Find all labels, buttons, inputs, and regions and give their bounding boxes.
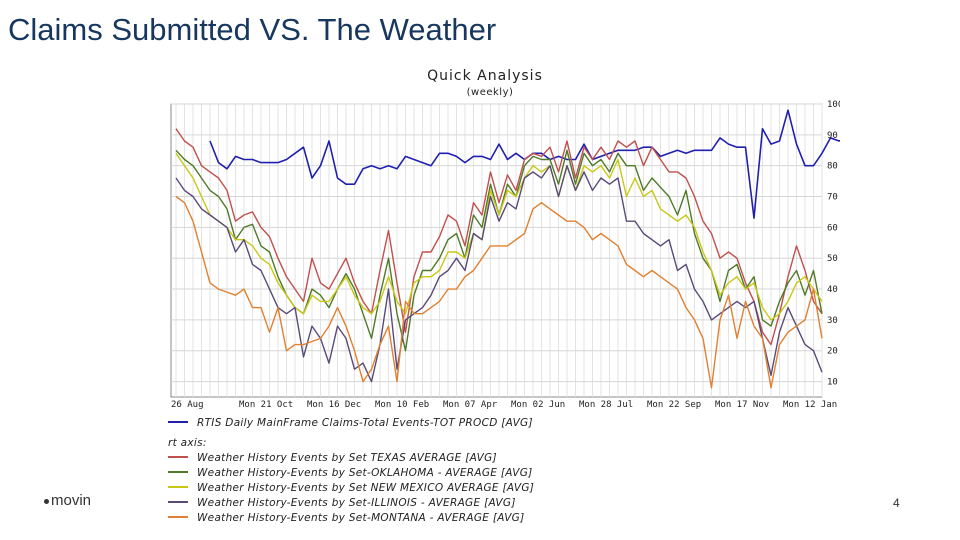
y-tick-label: 50 [827, 254, 838, 264]
weather-claims-chart: Quick Analysis (weekly) 26 Aug Mon 21 Oct… [168, 68, 840, 524]
legend-label: Weather History-Events by Set NEW MEXICO… [197, 482, 534, 494]
y-tick-label: 60 [827, 223, 838, 233]
x-axis-ticks: 26 Aug Mon 21 Oct Mon 16 Dec Mon 10 Feb Mon … [171, 400, 837, 410]
right-axis-label: rt axis: [168, 437, 207, 449]
chart-title: Quick Analysis [427, 68, 543, 84]
y-tick-label: 100 [827, 100, 840, 110]
x-tick-label: Mon 22 Sep [647, 400, 701, 410]
y-tick-label: 40 [827, 285, 838, 295]
y-tick-label: 30 [827, 316, 838, 326]
x-tick-label: Mon 16 Dec [307, 400, 361, 410]
logo-dot-icon [44, 498, 49, 504]
y-tick-label: 70 [827, 193, 838, 203]
x-tick-label: Mon 21 Oct [239, 400, 293, 410]
y-tick-label: 80 [827, 162, 838, 172]
legend-label: Weather History-Events by Set-OKLAHOMA -… [197, 467, 533, 479]
x-tick-label: Mon 07 Apr [443, 400, 498, 410]
x-tick-label: Mon 12 Jan [783, 400, 837, 410]
legend-label: RTIS Daily MainFrame Claims-Total Events… [197, 417, 533, 429]
series-line-2 [175, 128, 823, 346]
series-line-1 [209, 109, 840, 219]
slide-title: Claims Submitted VS. The Weather [8, 12, 497, 47]
legend-label: Weather History Events by Set TEXAS AVER… [197, 452, 497, 464]
plot-area [170, 103, 823, 398]
y-tick-label: 90 [827, 131, 838, 141]
legend-label: Weather History-Events by Set-MONTANA - … [197, 512, 525, 524]
x-tick-label: Mon 10 Feb [375, 400, 429, 410]
chart-subtitle: (weekly) [467, 87, 514, 98]
logo-text: movin [51, 492, 92, 509]
x-tick-label: Mon 17 Nov [715, 400, 769, 410]
series-lines [175, 109, 840, 389]
y-tick-label: 20 [827, 347, 838, 357]
legend: RTIS Daily MainFrame Claims-Total Events… [168, 417, 534, 524]
company-logo: movin [44, 492, 91, 509]
page-number: 4 [893, 496, 900, 510]
legend-label: Weather History-Events by Set-ILLINOIS -… [197, 497, 516, 509]
series-line-4 [175, 152, 823, 321]
x-tick-label: Mon 28 Jul [579, 400, 633, 410]
y-axis-ticks: 10 20 30 40 50 60 70 80 90 100 [827, 100, 840, 388]
series-line-6 [175, 195, 823, 389]
x-tick-label: Mon 02 Jun [511, 400, 565, 410]
series-line-5 [175, 164, 823, 383]
x-tick-label: 26 Aug [171, 400, 204, 410]
y-tick-label: 10 [827, 378, 838, 388]
grid-lines [171, 103, 823, 397]
